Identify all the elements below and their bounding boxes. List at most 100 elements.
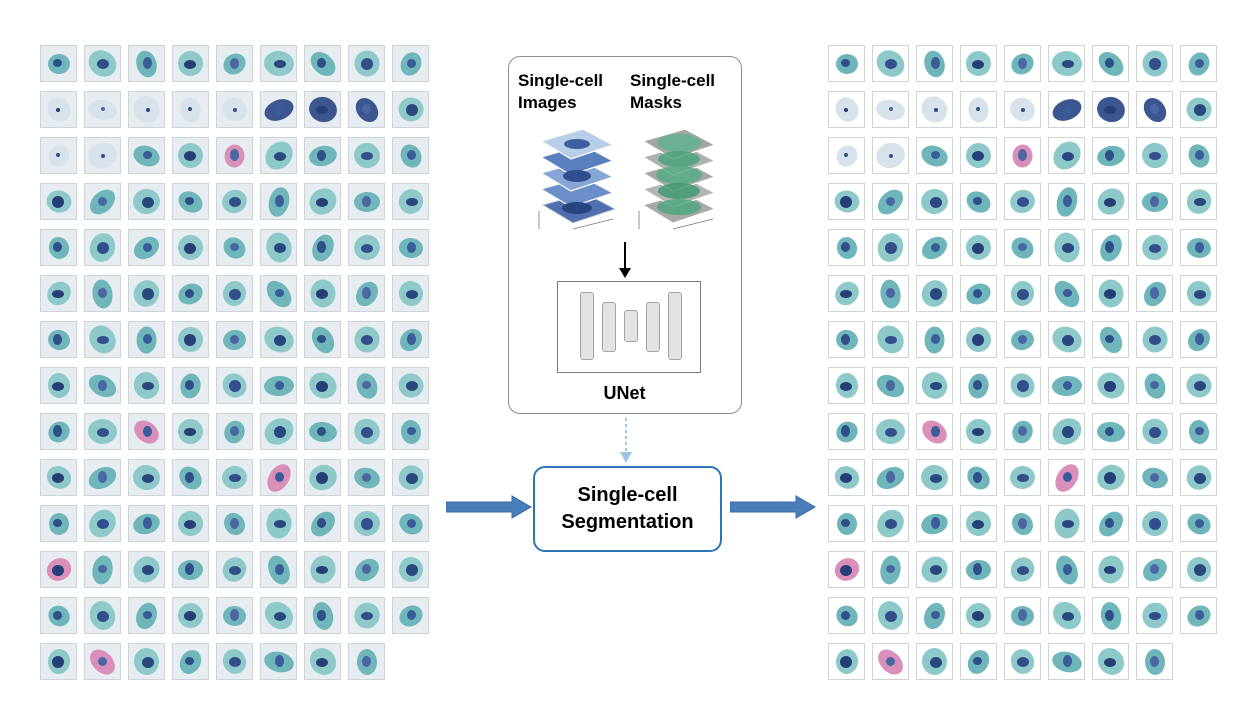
- cell-nucleus: [973, 471, 982, 483]
- cell-thumbnail: [828, 551, 865, 588]
- cell-nucleus: [1061, 520, 1074, 528]
- cell-thumbnail: [304, 459, 341, 496]
- cell-nucleus: [971, 242, 984, 254]
- cell-nucleus: [1061, 60, 1074, 68]
- cell-thumbnail: [828, 321, 865, 358]
- cell-thumbnail: [1048, 45, 1085, 82]
- cell-nucleus: [1105, 241, 1114, 253]
- cell-nucleus: [1193, 289, 1206, 299]
- cell-thumbnail: [960, 505, 997, 542]
- cell-nucleus: [98, 471, 107, 483]
- cell-thumbnail: [260, 413, 297, 450]
- cell-nucleus: [1150, 472, 1159, 482]
- cell-thumbnail: [872, 137, 909, 174]
- cell-thumbnail: [304, 551, 341, 588]
- cell-nucleus: [228, 474, 241, 482]
- dotted-down-arrow-icon: [620, 418, 632, 463]
- cell-nucleus: [98, 196, 107, 206]
- cell-nucleus: [232, 108, 237, 112]
- cell-thumbnail: [872, 643, 909, 680]
- cell-nucleus: [185, 471, 194, 483]
- cell-nucleus: [1018, 609, 1027, 621]
- cell-nucleus: [1103, 106, 1116, 114]
- cell-nucleus: [1061, 611, 1074, 621]
- cell-thumbnail: [172, 643, 209, 680]
- cell-thumbnail: [1048, 275, 1085, 312]
- cell-nucleus: [971, 59, 984, 69]
- cell-thumbnail: [216, 505, 253, 542]
- cell-thumbnail: [1136, 229, 1173, 266]
- cell-nucleus: [53, 425, 62, 437]
- cell-nucleus: [228, 565, 241, 575]
- unet-encoder-block: [580, 292, 594, 360]
- cell-nucleus: [53, 333, 62, 345]
- cell-nucleus: [100, 154, 105, 158]
- cell-thumbnail: [1136, 597, 1173, 634]
- cell-thumbnail: [128, 45, 165, 82]
- cell-thumbnail: [348, 505, 385, 542]
- cell-nucleus: [1063, 289, 1072, 297]
- cell-nucleus: [55, 108, 60, 112]
- cell-nucleus: [886, 565, 895, 573]
- cell-thumbnail: [348, 551, 385, 588]
- cell-thumbnail: [304, 91, 341, 128]
- cell-thumbnail: [916, 275, 953, 312]
- cell-nucleus: [360, 335, 373, 345]
- mask-stack-graphic: [638, 128, 717, 230]
- cell-nucleus: [929, 196, 942, 208]
- cell-thumbnail: [1136, 505, 1173, 542]
- cell-nucleus: [1016, 474, 1029, 482]
- cell-nucleus: [362, 472, 371, 482]
- cell-thumbnail: [40, 91, 77, 128]
- cell-nucleus: [55, 153, 60, 157]
- cell-thumbnail: [348, 413, 385, 450]
- cell-nucleus: [839, 656, 852, 668]
- cell-thumbnail: [40, 597, 77, 634]
- cell-thumbnail: [1092, 91, 1129, 128]
- cell-thumbnail: [1092, 321, 1129, 358]
- cell-nucleus: [405, 198, 418, 206]
- cell-nucleus: [1103, 472, 1116, 484]
- cell-thumbnail: [216, 275, 253, 312]
- right-arrow-icon: [446, 495, 532, 519]
- cell-thumbnail: [1048, 551, 1085, 588]
- cell-thumbnail: [1092, 367, 1129, 404]
- cell-nucleus: [273, 151, 286, 161]
- cell-nucleus: [1061, 151, 1074, 161]
- cell-thumbnail: [84, 91, 121, 128]
- cell-thumbnail: [1048, 137, 1085, 174]
- cell-thumbnail: [1092, 183, 1129, 220]
- cell-nucleus: [141, 473, 154, 483]
- cell-nucleus: [141, 382, 154, 390]
- cell-thumbnail: [260, 367, 297, 404]
- cell-thumbnail: [40, 321, 77, 358]
- cell-nucleus: [407, 58, 416, 68]
- cell-nucleus: [839, 290, 852, 298]
- cell-nucleus: [98, 565, 107, 573]
- cell-thumbnail: [1048, 643, 1085, 680]
- cell-nucleus: [362, 655, 371, 667]
- cell-thumbnail: [1092, 505, 1129, 542]
- cell-thumbnail: [1136, 45, 1173, 82]
- cell-nucleus: [1105, 518, 1114, 528]
- cell-thumbnail: [1048, 183, 1085, 220]
- cell-nucleus: [841, 242, 850, 252]
- cell-thumbnail: [392, 413, 429, 450]
- cell-nucleus: [884, 610, 897, 622]
- cell-nucleus: [971, 334, 984, 346]
- cell-nucleus: [931, 611, 940, 619]
- cell-thumbnail: [260, 505, 297, 542]
- cell-nucleus: [1195, 333, 1204, 345]
- cell-nucleus: [230, 57, 239, 69]
- cell-thumbnail: [392, 91, 429, 128]
- cell-thumbnail: [1180, 91, 1217, 128]
- cell-thumbnail: [84, 643, 121, 680]
- cell-nucleus: [183, 611, 196, 621]
- cell-nucleus: [1195, 427, 1204, 435]
- cell-thumbnail: [916, 321, 953, 358]
- cell-thumbnail: [304, 45, 341, 82]
- cell-nucleus: [405, 289, 418, 299]
- cell-thumbnail: [84, 551, 121, 588]
- unet-diagram: [557, 281, 701, 373]
- cell-nucleus: [183, 428, 196, 436]
